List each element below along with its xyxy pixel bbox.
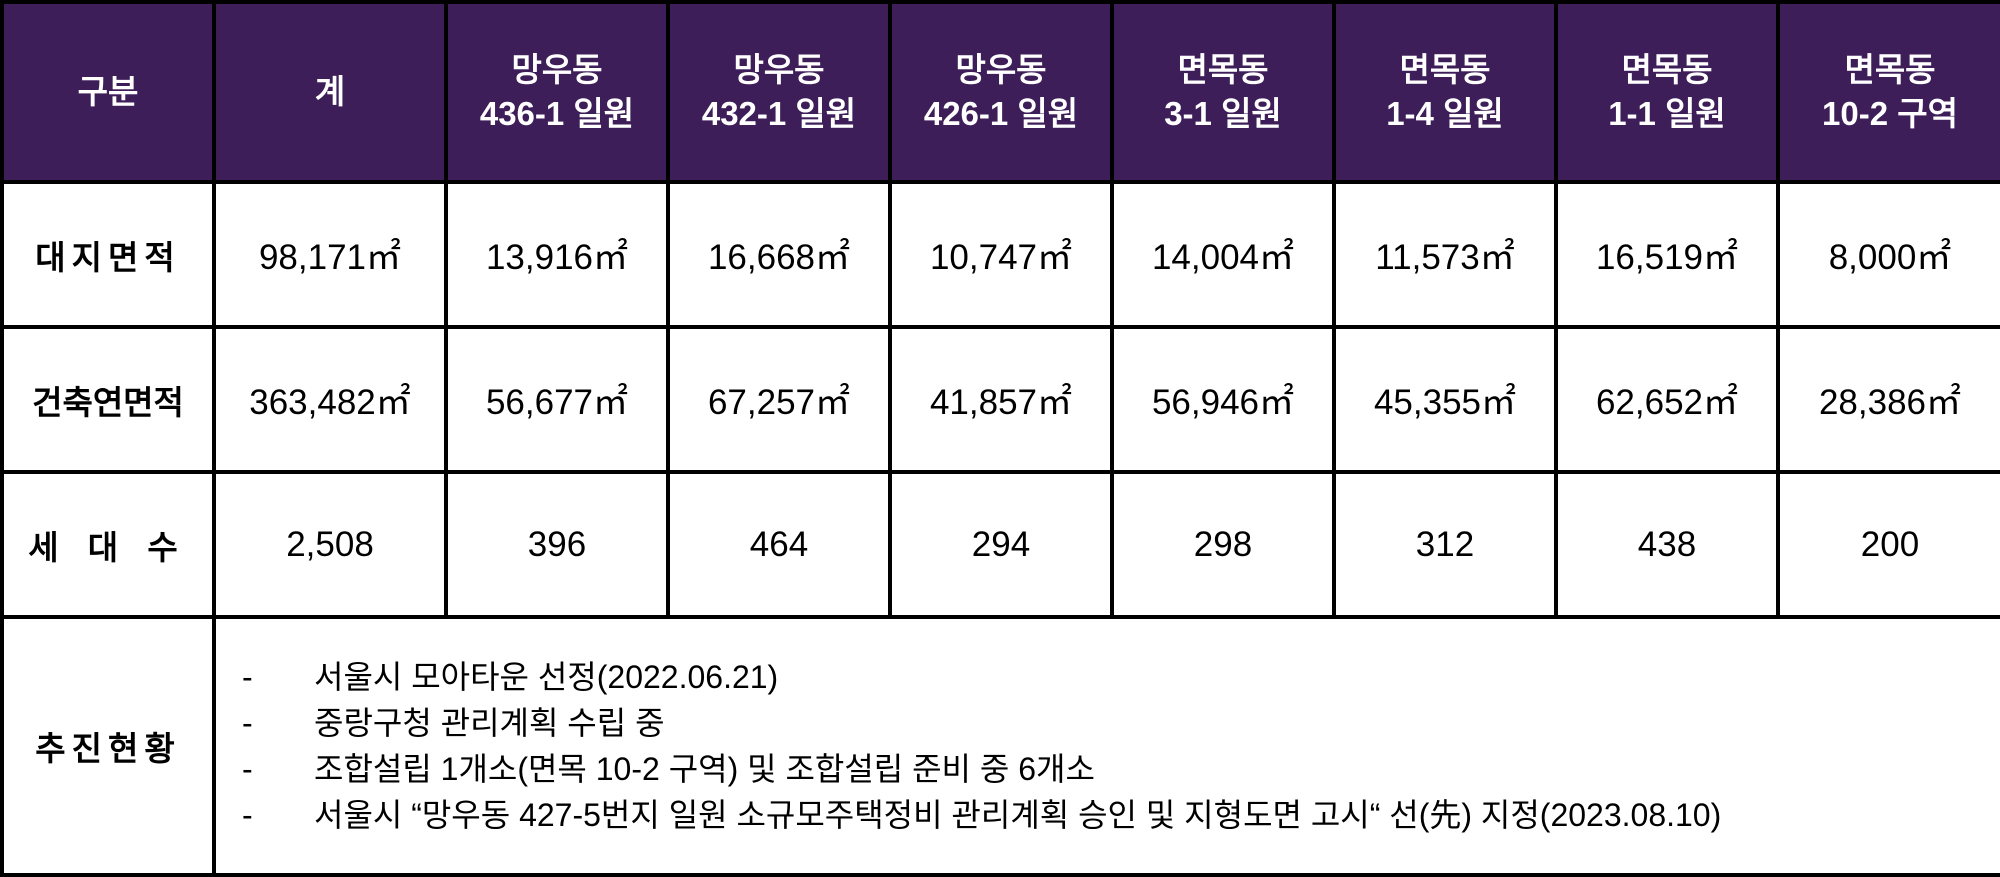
table-cell: 363,482㎡ [212, 325, 448, 474]
table-row-floor-area: 건축연면적 363,482㎡ 56,677㎡ 67,257㎡ 41,857㎡ 5… [0, 325, 2000, 474]
table-cell: 13,916㎡ [444, 180, 670, 329]
header-col-myeonmok-3-1: 면목동 3-1 일원 [1110, 0, 1336, 184]
table-cell: 56,677㎡ [444, 325, 670, 474]
table-cell: 16,668㎡ [666, 180, 892, 329]
dash-bullet: - [242, 797, 253, 833]
status-item: - 서울시 “망우동 427-5번지 일원 소규모주택정비 관리계획 승인 및 지… [216, 792, 2000, 838]
header-col-myeonmok-1-4: 면목동 1-4 일원 [1332, 0, 1558, 184]
table-cell: 62,652㎡ [1554, 325, 1780, 474]
header-col-myeonmok-1-1: 면목동 1-1 일원 [1554, 0, 1780, 184]
table-cell: 2,508 [212, 470, 448, 619]
table-cell: 56,946㎡ [1110, 325, 1336, 474]
table-cell: 200 [1776, 470, 2000, 619]
dash-bullet: - [242, 659, 253, 695]
header-col-mangu-426: 망우동 426-1 일원 [888, 0, 1114, 184]
table-cell: 28,386㎡ [1776, 325, 2000, 474]
status-cell: - 서울시 모아타운 선정(2022.06.21) - 중랑구청 관리계획 수립 중… [212, 615, 2000, 877]
table-cell: 298 [1110, 470, 1336, 619]
table-cell: 45,355㎡ [1332, 325, 1558, 474]
header-row: 구분 계 망우동 436-1 일원 망우동 432-1 일원 망우동 426-1 일원… [0, 0, 2000, 184]
dash-bullet: - [242, 705, 253, 741]
status-item: - 조합설립 1개소(면목 10-2 구역) 및 조합설립 준비 중 6개소 [216, 746, 2000, 792]
table-cell: 41,857㎡ [888, 325, 1114, 474]
header-col-mangu-436: 망우동 436-1 일원 [444, 0, 670, 184]
dash-bullet: - [242, 751, 253, 787]
table-cell: 294 [888, 470, 1114, 619]
table-cell: 464 [666, 470, 892, 619]
header-col-mangu-432: 망우동 432-1 일원 [666, 0, 892, 184]
header-col-myeonmok-10-2: 면목동 10-2 구역 [1776, 0, 2000, 184]
table-cell: 438 [1554, 470, 1780, 619]
table-cell: 11,573㎡ [1332, 180, 1558, 329]
table-row-households: 세 대 수 2,508 396 464 294 298 312 438 200 [0, 470, 2000, 619]
table-cell: 10,747㎡ [888, 180, 1114, 329]
table-row-progress-status: 추진현황 - 서울시 모아타운 선정(2022.06.21) - 중랑구청 관리계획… [0, 615, 2000, 877]
table-cell: 312 [1332, 470, 1558, 619]
status-item: - 서울시 모아타운 선정(2022.06.21) [216, 654, 2000, 700]
table-cell: 67,257㎡ [666, 325, 892, 474]
table-cell: 396 [444, 470, 670, 619]
table-cell: 16,519㎡ [1554, 180, 1780, 329]
status-item: - 중랑구청 관리계획 수립 중 [216, 700, 2000, 746]
row-label: 대지면적 [0, 180, 216, 329]
header-col-total: 계 [212, 0, 448, 184]
table-row-site-area: 대지면적 98,171㎡ 13,916㎡ 16,668㎡ 10,747㎡ 14,… [0, 180, 2000, 329]
header-label: 구분 [0, 0, 216, 184]
row-label: 건축연면적 [0, 325, 216, 474]
table-cell: 8,000㎡ [1776, 180, 2000, 329]
status-list: - 서울시 모아타운 선정(2022.06.21) - 중랑구청 관리계획 수립 중… [216, 654, 2000, 838]
table-cell: 14,004㎡ [1110, 180, 1336, 329]
row-label: 추진현황 [0, 615, 216, 877]
table-cell: 98,171㎡ [212, 180, 448, 329]
row-label: 세 대 수 [0, 470, 216, 619]
